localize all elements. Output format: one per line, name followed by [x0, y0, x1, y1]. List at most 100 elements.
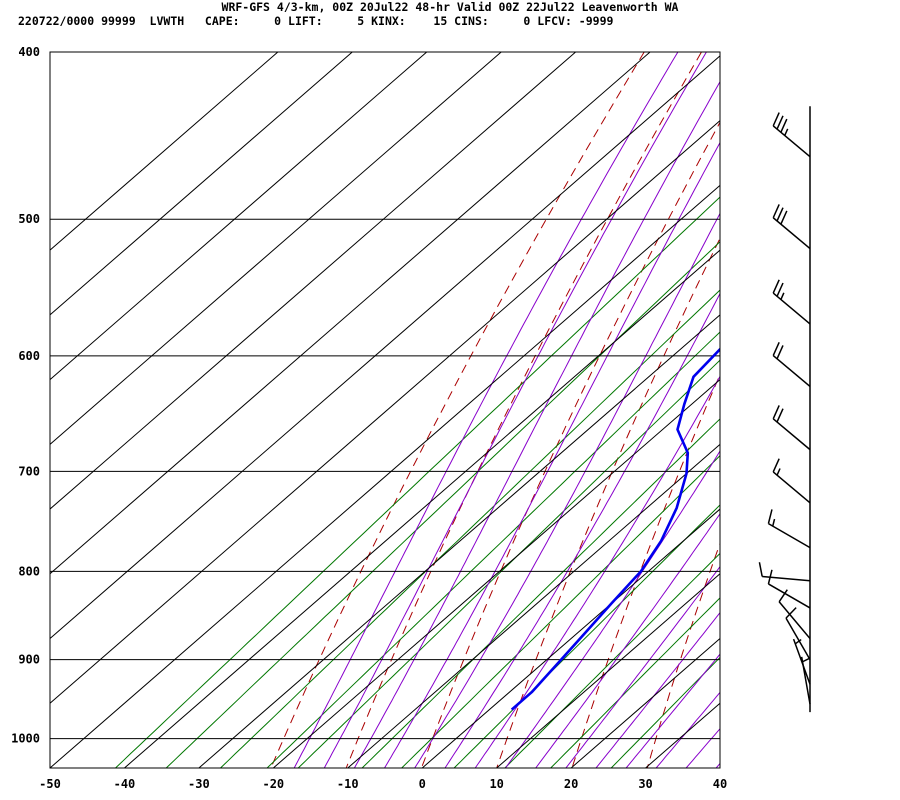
moist-adiabat	[715, 762, 720, 768]
isotherm-line	[570, 638, 721, 769]
wind-barb-shaft	[772, 471, 811, 504]
background-lines	[114, 14, 900, 783]
wind-barb	[800, 656, 811, 705]
wind-barb-flag	[776, 408, 784, 423]
moist-adiabat	[595, 611, 720, 768]
mixing-ratio-line	[297, 359, 720, 768]
moist-adiabat	[565, 565, 720, 768]
chart-title: WRF-GFS 4/3-km, 00Z 20Jul22 48-hr Valid …	[221, 0, 679, 14]
pressure-tick-label: 500	[18, 212, 40, 226]
wind-barb-flag	[776, 207, 784, 222]
wind-barb-half-flag	[784, 128, 789, 136]
mixing-ratio-line	[504, 552, 720, 768]
wind-barb-half-flag	[780, 292, 785, 300]
wind-barb	[772, 204, 811, 250]
wind-barb	[778, 589, 811, 640]
wind-barb-shaft	[800, 656, 811, 705]
pressure-tick-label: 700	[18, 464, 40, 478]
dry-adiabat	[571, 373, 720, 768]
wind-barb	[767, 509, 811, 549]
wind-barb-shaft	[768, 522, 811, 549]
wind-barb-flag	[767, 509, 773, 524]
pressure-tick-label: 1000	[11, 732, 40, 746]
mixing-ratio-line	[266, 331, 720, 768]
dewpoint-line	[510, 347, 720, 711]
wind-barb	[767, 569, 811, 609]
plot-frame	[49, 51, 721, 769]
mixing-ratio-line	[114, 196, 720, 768]
temperature-line	[726, 152, 900, 708]
moist-adiabat	[535, 512, 720, 768]
temperature-ticks: -50 -40 -30 -20 -10 0 10 20 30 40	[39, 777, 727, 791]
isotherm-line	[347, 443, 721, 769]
moist-adiabat	[474, 375, 720, 768]
wind-barb-flag	[772, 405, 780, 420]
mixing-ratio-line	[361, 418, 720, 768]
wind-barb	[772, 341, 811, 387]
wind-barb-flag	[772, 204, 780, 219]
dry-adiabat	[496, 237, 720, 768]
pressure-tick-label: 900	[18, 653, 40, 667]
moist-adiabat	[293, 52, 679, 768]
wind-barb-flag	[776, 282, 784, 297]
isotherm-line	[198, 314, 721, 769]
temperature-tick-label: 40	[713, 777, 727, 791]
wind-barb	[772, 112, 811, 158]
wind-barb	[772, 405, 811, 451]
wind-barb-shaft	[772, 418, 811, 451]
wind-barb-shaft	[772, 217, 811, 250]
wind-barb-shaft	[768, 583, 811, 609]
moist-adiabat	[444, 292, 720, 768]
wind-barb-flag	[785, 607, 797, 619]
temperature-tick-label: 10	[489, 777, 503, 791]
moist-adiabat	[353, 80, 720, 768]
wind-barb	[785, 607, 811, 661]
isotherm-line	[49, 51, 279, 251]
dry-adiabat	[870, 14, 900, 783]
pressure-ticks: 400 500 600 700 800 900 1000	[11, 45, 40, 746]
moist-adiabat	[323, 52, 707, 768]
dry-adiabat	[345, 52, 703, 768]
temperature-tick-label: -30	[188, 777, 210, 791]
wind-barb	[772, 458, 811, 504]
wind-barb-half-flag	[772, 518, 776, 527]
wind-barb-half-flag	[794, 638, 802, 645]
isotherm-line	[421, 508, 721, 769]
isotherm-line	[273, 379, 721, 769]
moist-adiabat	[655, 691, 720, 768]
isotherm-line	[49, 55, 721, 639]
dry-adiabat	[420, 121, 720, 768]
isotherm-line	[49, 51, 353, 316]
wind-barb-flag	[778, 589, 788, 603]
moist-adiabat	[625, 653, 720, 768]
wind-barb-flag	[772, 458, 780, 473]
wind-barb-flag	[772, 112, 780, 127]
wind-barb	[758, 562, 811, 582]
dry-adiabat	[270, 52, 645, 768]
temperature-tick-label: 0	[419, 777, 426, 791]
mixing-ratio-line	[549, 597, 720, 768]
mixing-ratio-line	[165, 241, 720, 768]
wind-barb-flag	[776, 345, 784, 360]
mixing-ratio-line	[610, 656, 720, 768]
wind-barbs	[758, 106, 811, 713]
wind-barb-shaft	[778, 601, 811, 640]
temperature-tick-label: -40	[114, 777, 136, 791]
wind-barb-flag	[758, 562, 763, 577]
temperature-tick-label: -20	[262, 777, 284, 791]
isotherm-line	[49, 51, 428, 380]
isotherm-line	[49, 51, 502, 445]
wind-barb-shaft	[772, 292, 811, 325]
moist-adiabat	[504, 450, 720, 768]
moist-adiabat	[414, 212, 720, 768]
mixing-ratio-line	[453, 504, 720, 768]
wind-barb-flag	[767, 569, 773, 585]
wind-barb	[772, 279, 811, 325]
dry-adiabat	[646, 542, 720, 768]
wind-barb-shaft	[785, 617, 811, 661]
wind-barb-flag	[780, 210, 788, 225]
indices-readout: 220722/0000 99999 LVWTH CAPE: 0 LIFT: 5 …	[18, 14, 614, 28]
pressure-tick-label: 800	[18, 564, 40, 578]
mixing-ratio-line	[219, 289, 720, 768]
profiles	[510, 152, 900, 711]
